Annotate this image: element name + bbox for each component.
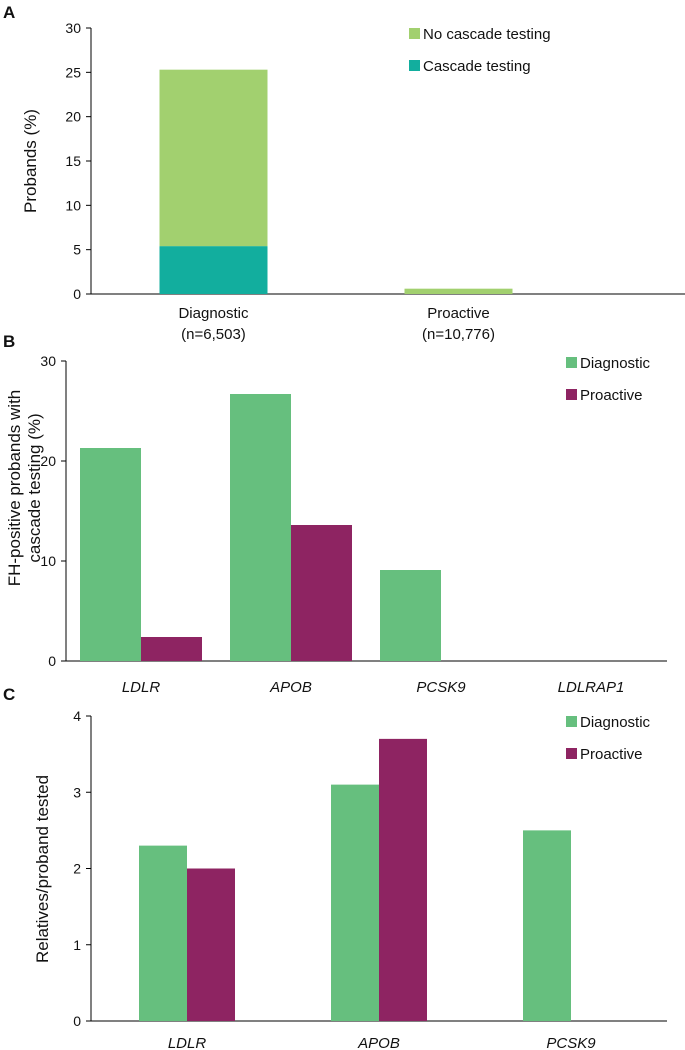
y-tick-label: 0 <box>48 653 56 669</box>
y-tick-label: 4 <box>73 708 81 724</box>
bar-no-cascade-testing-proactive <box>404 288 513 294</box>
x-category-label: LDLR <box>168 1035 207 1050</box>
y-tick-label: 15 <box>65 153 81 169</box>
chart-panel-b: B 0 10 20 30 FH-positive probands withcascade… <box>3 332 667 696</box>
y-tick-label: 0 <box>73 286 81 302</box>
chart-panel-a: A 0 5 10 15 20 25 30 Probands (%) Diagnostic (n=6,… <box>3 3 685 343</box>
legend-label: Proactive <box>580 746 643 763</box>
legend-label: Cascade testing <box>423 58 531 75</box>
bar-proactive-ldlr <box>187 868 235 1021</box>
chart-panel-c: C 0 1 2 3 4 Relatives/proband tested LDLR APOB PC… <box>3 685 667 1050</box>
y-tick-label: 30 <box>65 20 81 36</box>
y-tick-label: 25 <box>65 64 81 80</box>
legend-swatch <box>409 60 420 71</box>
x-category-label: PCSK9 <box>416 679 466 696</box>
panel-letter: A <box>3 3 15 22</box>
y-tick-label: 10 <box>40 553 56 569</box>
bar-proactive-apob <box>291 525 352 661</box>
x-category-sublabel: (n=6,503) <box>181 326 246 343</box>
y-axis-title: Relatives/proband tested <box>33 775 52 963</box>
bar-diagnostic-ldlr <box>139 845 187 1021</box>
legend-swatch <box>409 28 420 39</box>
x-category-label: APOB <box>269 679 312 696</box>
legend-swatch <box>566 389 577 400</box>
bar-no-cascade-testing-diagnostic <box>159 69 268 247</box>
bar-diagnostic-ldlr <box>80 448 141 661</box>
x-category-label: LDLR <box>122 679 161 696</box>
legend-swatch <box>566 357 577 368</box>
panel-letter: B <box>3 332 15 351</box>
bar-diagnostic-apob <box>230 394 291 661</box>
y-tick-label: 20 <box>40 453 56 469</box>
bar-cascade-testing-diagnostic <box>159 246 268 294</box>
y-tick-label: 3 <box>73 784 81 800</box>
legend-swatch <box>566 716 577 727</box>
bar-proactive-ldlr <box>141 637 202 661</box>
x-category-label: APOB <box>357 1035 400 1050</box>
y-tick-label: 0 <box>73 1013 81 1029</box>
y-tick-label: 1 <box>73 937 81 953</box>
panel-letter: C <box>3 685 15 704</box>
y-tick-label: 2 <box>73 861 81 877</box>
y-tick-label: 20 <box>65 109 81 125</box>
bar-diagnostic-pcsk9 <box>523 830 571 1021</box>
bar-diagnostic-pcsk9 <box>380 570 441 661</box>
x-category-label: Diagnostic <box>178 305 249 322</box>
y-axis-title: Probands (%) <box>21 109 40 213</box>
legend-swatch <box>566 748 577 759</box>
x-category-label: PCSK9 <box>546 1035 596 1050</box>
legend-label: Diagnostic <box>580 714 651 731</box>
bar-proactive-apob <box>379 738 427 1021</box>
y-tick-label: 10 <box>65 197 81 213</box>
y-tick-label: 30 <box>40 353 56 369</box>
y-tick-label: 5 <box>73 242 81 258</box>
bar-diagnostic-apob <box>331 784 379 1021</box>
x-category-label: Proactive <box>427 305 490 322</box>
x-category-label: LDLRAP1 <box>558 679 625 696</box>
legend-label: Diagnostic <box>580 355 651 372</box>
y-axis-title: FH-positive probands withcascade testing… <box>5 390 44 587</box>
y-axis-title-line: FH-positive probands with <box>5 390 24 587</box>
legend-label: Proactive <box>580 387 643 404</box>
x-category-sublabel: (n=10,776) <box>422 326 495 343</box>
legend-label: No cascade testing <box>423 26 551 43</box>
y-axis-title-line: cascade testing (%) <box>25 413 44 562</box>
